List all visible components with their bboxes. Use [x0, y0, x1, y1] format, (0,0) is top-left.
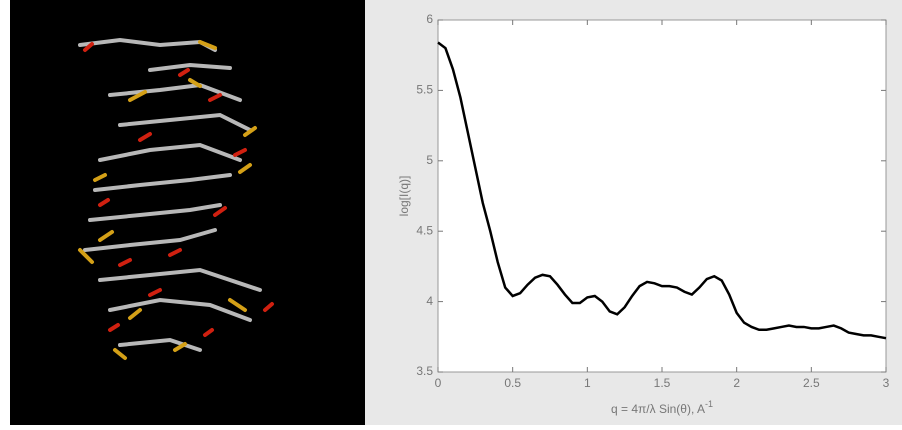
figure: log[I(q)] q = 4π/λ Sin(θ), A-1 3.5 4 4.5 5 5… — [0, 0, 902, 425]
y-tick-label: 4 — [426, 294, 433, 308]
x-tick-label: 3 — [883, 376, 890, 390]
plot-area — [438, 20, 886, 372]
y-tick-label: 6 — [426, 12, 433, 26]
x-tick-label: 2 — [733, 376, 740, 390]
y-tick-label: 3.5 — [416, 364, 433, 378]
x-tick-label: 0.5 — [504, 376, 521, 390]
y-tick-label: 4.5 — [416, 223, 433, 237]
x-tick-label: 1.5 — [654, 376, 671, 390]
x-axis-label-superscript: -1 — [705, 399, 713, 409]
x-axis-label: q = 4π/λ Sin(θ), A-1 — [611, 399, 713, 416]
y-axis-label: log[I(q)] — [397, 176, 411, 217]
page: log[I(q)] q = 4π/λ Sin(θ), A-1 3.5 4 4.5 5 5… — [0, 0, 902, 425]
y-tick-label: 5.5 — [416, 83, 433, 97]
x-tick-label: 1 — [584, 376, 591, 390]
x-axis-label-main: q = 4π/λ Sin(θ), A — [611, 402, 705, 416]
y-tick-label: 5 — [426, 153, 433, 167]
x-tick-label: 2.5 — [803, 376, 820, 390]
x-tick-label: 0 — [435, 376, 442, 390]
